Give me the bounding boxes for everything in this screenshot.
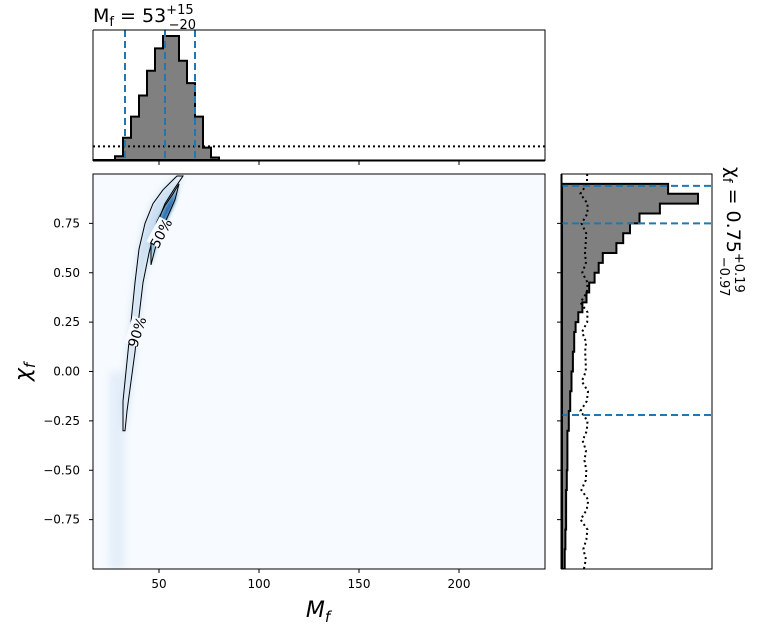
joint-y-axis: −0.75 −0.50 −0.25 0.00 0.25 0.50 0.75	[43, 216, 80, 526]
x-tick-label: 200	[448, 577, 471, 591]
joint-background	[93, 174, 545, 569]
x-tick-label: 150	[348, 577, 371, 591]
contour-label-gap	[124, 315, 150, 349]
top-marginal-panel: Mf = 53+15 −20	[92, 3, 546, 165]
contour-label-gap	[146, 216, 176, 250]
y-tick-label: −0.25	[43, 414, 80, 428]
right-tick-marks	[557, 222, 561, 521]
x-axis-label: Mf	[306, 598, 333, 626]
top-histogram	[93, 30, 545, 161]
y-tick-label: −0.50	[43, 463, 80, 477]
top-hist-bars	[93, 35, 220, 161]
density-map	[109, 176, 183, 569]
y-tick-label: 0.25	[53, 315, 80, 329]
y-tick-label: 0.00	[53, 365, 80, 379]
y-tick-label: 0.75	[53, 216, 80, 230]
x-tick-label: 50	[151, 577, 166, 591]
top-tick-marks	[158, 161, 460, 165]
density-outer	[123, 176, 183, 431]
density-tail	[109, 371, 125, 569]
joint-tick-marks	[89, 222, 460, 573]
right-frame	[561, 173, 713, 570]
top-frame	[92, 29, 546, 161]
joint-panel: 90% 50% 50 100 150 200 −0.75 −0.50 −0.25…	[11, 173, 546, 626]
right-prior-line	[579, 174, 590, 569]
contour-line-0	[122, 175, 184, 432]
right-histogram	[561, 174, 712, 569]
y-tick-label: −0.75	[43, 513, 80, 527]
joint-x-axis: 50 100 150 200	[151, 577, 470, 591]
y-tick-label: 0.50	[53, 266, 80, 280]
x-tick-label: 100	[248, 577, 271, 591]
